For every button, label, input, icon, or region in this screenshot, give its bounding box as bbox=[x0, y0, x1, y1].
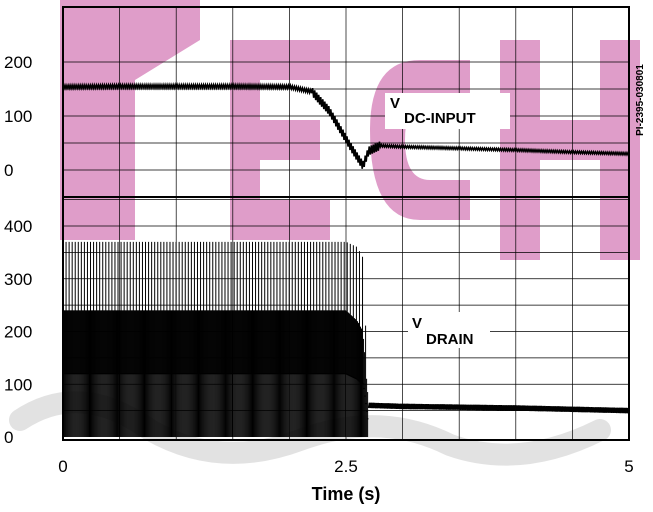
annotation-drain-bg bbox=[408, 312, 490, 348]
y-tick-label: 0 bbox=[4, 161, 13, 180]
y-tick-label: 200 bbox=[4, 53, 32, 72]
watermark-shape-h bbox=[500, 40, 640, 260]
y-ticks-bottom: 400 300 200 100 0 bbox=[4, 217, 32, 447]
y-tick-label: 200 bbox=[4, 323, 32, 342]
annotation-dc-input-bg bbox=[385, 93, 510, 129]
figure-id: PI-2395-030801 bbox=[635, 64, 646, 136]
y-tick-label: 0 bbox=[4, 428, 13, 447]
x-tick-label: 5 bbox=[624, 457, 633, 476]
v-drain-trace bbox=[62, 241, 369, 437]
annotation-dc-input-main: V bbox=[390, 95, 400, 112]
x-ticks: 0 2.5 5 bbox=[58, 457, 633, 476]
drain-dense-band bbox=[63, 310, 363, 385]
y-tick-label: 400 bbox=[4, 217, 32, 236]
watermark-shape-e bbox=[230, 40, 330, 240]
x-tick-label: 2.5 bbox=[334, 457, 358, 476]
v-drain-tail-trace bbox=[367, 402, 630, 414]
annotation-drain-sub: DRAIN bbox=[426, 331, 474, 348]
annotation-drain: V DRAIN bbox=[408, 312, 490, 348]
y-tick-label: 100 bbox=[4, 107, 32, 126]
annotation-drain-main: V bbox=[412, 315, 422, 332]
y-tick-label: 300 bbox=[4, 270, 32, 289]
y-ticks-top: 200 100 0 bbox=[4, 53, 32, 180]
v-dc-input-trace bbox=[62, 81, 630, 169]
x-axis-label: Time (s) bbox=[312, 484, 381, 504]
y-tick-label: 100 bbox=[4, 375, 32, 394]
annotation-dc-input: V DC-INPUT bbox=[385, 93, 510, 129]
watermark-shape-t bbox=[60, 0, 200, 240]
annotation-dc-input-sub: DC-INPUT bbox=[404, 110, 476, 127]
x-tick-label: 0 bbox=[58, 457, 67, 476]
